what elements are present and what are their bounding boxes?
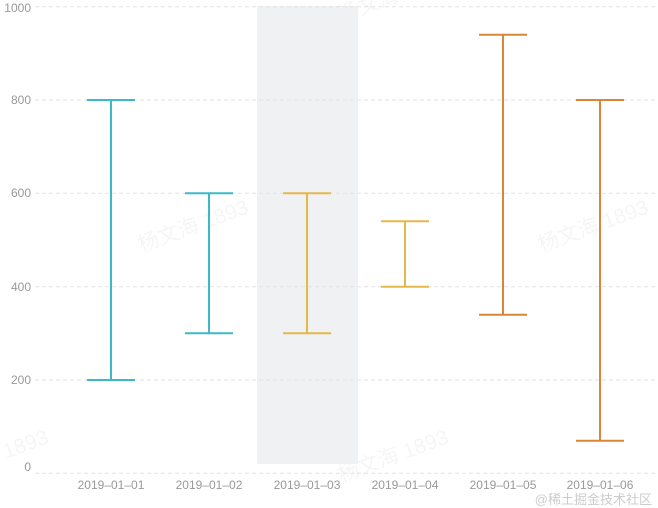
svg-text:2019–01–05: 2019–01–05: [470, 478, 537, 492]
svg-text:1000: 1000: [4, 1, 31, 15]
svg-text:2019–01–02: 2019–01–02: [176, 478, 243, 492]
svg-text:@稀土掘金技术社区: @稀土掘金技术社区: [535, 492, 652, 507]
svg-text:200: 200: [11, 373, 31, 387]
svg-text:2019–01–04: 2019–01–04: [372, 478, 439, 492]
svg-text:0: 0: [24, 460, 31, 474]
svg-text:2019–01–01: 2019–01–01: [78, 478, 145, 492]
svg-text:2019–01–06: 2019–01–06: [567, 478, 634, 492]
svg-text:600: 600: [11, 186, 31, 200]
svg-text:800: 800: [11, 93, 31, 107]
svg-text:400: 400: [11, 280, 31, 294]
svg-text:2019–01–03: 2019–01–03: [274, 478, 341, 492]
